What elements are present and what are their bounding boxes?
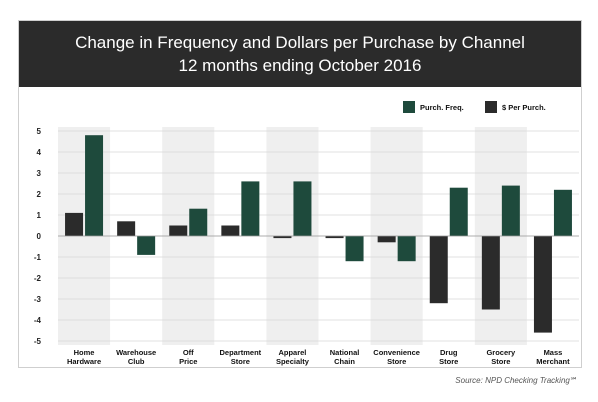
y-tick-label: 1 bbox=[37, 211, 42, 220]
bar-chart: 543210-1-2-3-4-5HomeHardwareStoreWarehou… bbox=[34, 101, 579, 367]
bar-purchase-frequency bbox=[345, 236, 364, 262]
bar-dollars-per-purchase bbox=[117, 221, 136, 236]
category-label: Hardware bbox=[67, 357, 101, 366]
category-label: Mass bbox=[544, 348, 563, 357]
category-label: Store bbox=[439, 357, 458, 366]
category-label: Home bbox=[74, 348, 95, 357]
category-label: Warehouse bbox=[116, 348, 156, 357]
legend-label: Purch. Freq. bbox=[420, 103, 464, 112]
bar-purchase-frequency bbox=[241, 181, 260, 236]
bar-dollars-per-purchase bbox=[273, 236, 292, 239]
bar-purchase-frequency bbox=[397, 236, 416, 262]
bar-dollars-per-purchase bbox=[65, 212, 84, 236]
bar-purchase-frequency bbox=[293, 181, 312, 236]
bar-dollars-per-purchase bbox=[221, 225, 240, 236]
bar-dollars-per-purchase bbox=[533, 236, 552, 333]
category-label: Grocery bbox=[486, 348, 516, 357]
bar-purchase-frequency bbox=[137, 236, 156, 255]
category-label: Department bbox=[220, 348, 262, 357]
bar-purchase-frequency bbox=[85, 135, 104, 236]
chart-title: Change in Frequency and Dollars per Purc… bbox=[75, 33, 525, 52]
y-tick-label: -5 bbox=[34, 337, 42, 346]
y-tick-label: -1 bbox=[34, 253, 42, 262]
bar-purchase-frequency bbox=[449, 187, 468, 236]
category-label: Convenience bbox=[373, 348, 420, 357]
category-label: Store bbox=[231, 357, 250, 366]
y-tick-label: -2 bbox=[34, 274, 42, 283]
chart-subtitle: 12 months ending October 2016 bbox=[178, 56, 422, 75]
category-label: Store bbox=[283, 366, 302, 367]
category-label: Specialty bbox=[276, 357, 310, 366]
y-tick-label: 4 bbox=[37, 148, 42, 157]
bar-purchase-frequency bbox=[189, 208, 208, 236]
bar-purchase-frequency bbox=[553, 189, 572, 236]
y-tick-label: 3 bbox=[37, 169, 42, 178]
category-label: Store bbox=[74, 366, 93, 367]
bar-purchase-frequency bbox=[501, 185, 520, 236]
y-tick-label: 5 bbox=[37, 127, 42, 136]
category-label: Store bbox=[491, 357, 510, 366]
y-tick-label: -3 bbox=[34, 295, 42, 304]
category-label: Merchant bbox=[536, 357, 570, 366]
legend-swatch bbox=[403, 101, 415, 113]
source-note: Source: NPD Checking Tracking℠ bbox=[455, 376, 578, 385]
legend-label: $ Per Purch. bbox=[502, 103, 546, 112]
legend-swatch bbox=[485, 101, 497, 113]
y-tick-label: -4 bbox=[34, 316, 42, 325]
chart-header: Change in Frequency and Dollars per Purc… bbox=[19, 21, 581, 87]
y-tick-label: 2 bbox=[37, 190, 42, 199]
category-label: National bbox=[330, 348, 360, 357]
category-label: Chain bbox=[334, 357, 355, 366]
bar-dollars-per-purchase bbox=[169, 225, 188, 236]
bar-dollars-per-purchase bbox=[377, 236, 396, 243]
category-label: Price bbox=[179, 357, 197, 366]
category-label: Apparel bbox=[278, 348, 306, 357]
category-label: Store bbox=[387, 357, 406, 366]
bar-dollars-per-purchase bbox=[481, 236, 500, 310]
bar-dollars-per-purchase bbox=[429, 236, 448, 304]
category-label: Club bbox=[128, 357, 145, 366]
y-tick-label: 0 bbox=[37, 232, 42, 241]
bar-dollars-per-purchase bbox=[325, 236, 344, 239]
category-label: Drug bbox=[440, 348, 458, 357]
category-label: Off bbox=[183, 348, 194, 357]
chart-frame: Change in Frequency and Dollars per Purc… bbox=[18, 20, 582, 368]
